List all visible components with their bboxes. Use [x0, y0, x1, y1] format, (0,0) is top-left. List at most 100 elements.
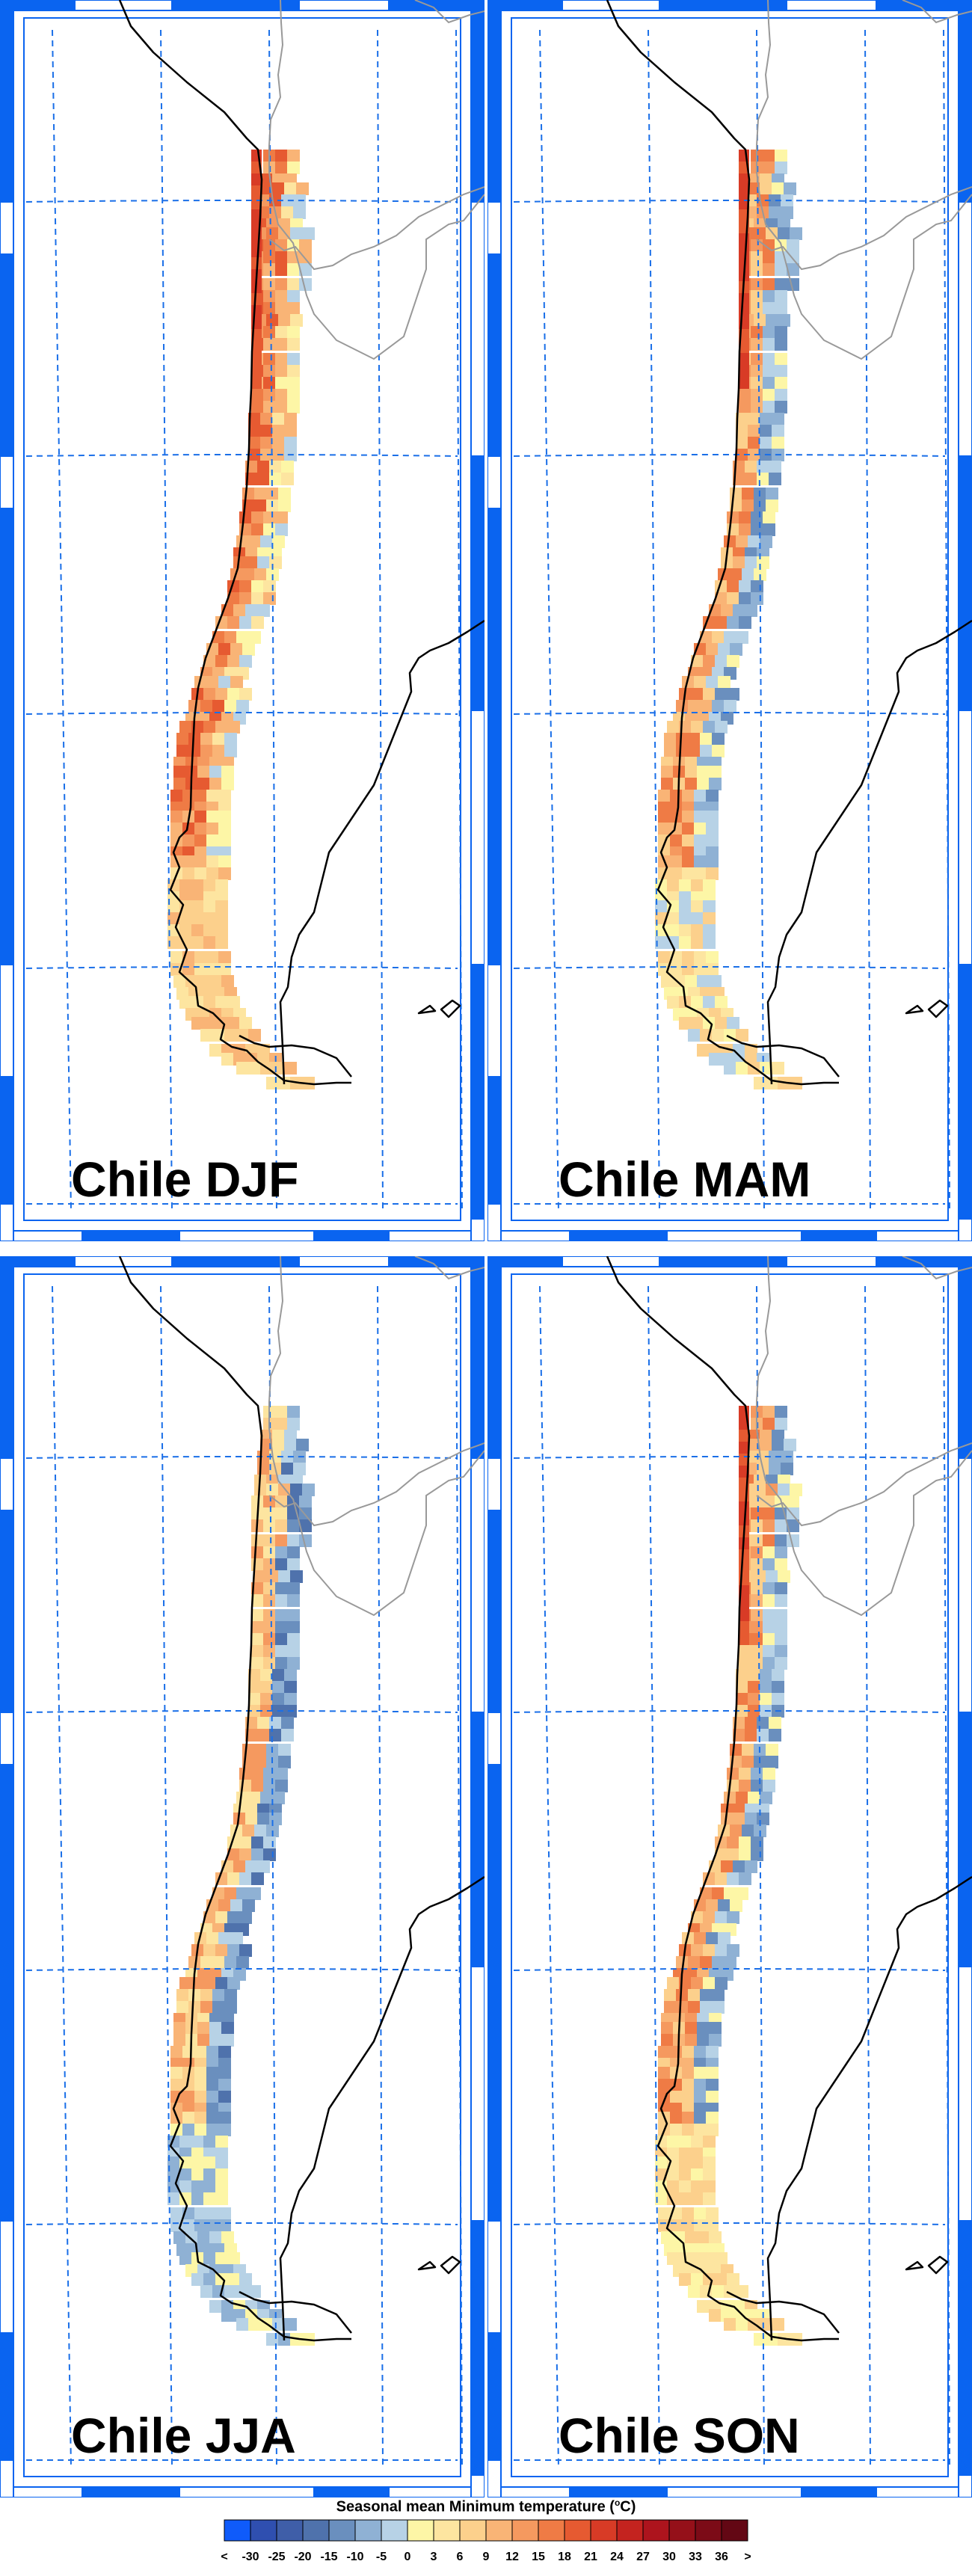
colorbar-legend: Seasonal mean Minimum temperature (oC) <… — [0, 2497, 972, 2572]
frame-right-segment — [470, 1966, 485, 2222]
frame-right-segment — [958, 1218, 972, 1241]
frame-left-segment — [0, 1764, 14, 1964]
colorbar-swatch — [616, 2519, 644, 2542]
colorbar-swatch — [721, 2519, 748, 2542]
map-canvas: Chile SON — [487, 1256, 972, 2497]
colorbar-tick-label: 18 — [558, 2551, 571, 2563]
frame-left-segment — [487, 0, 502, 203]
frame-left-segment — [0, 964, 14, 1078]
coastline — [118, 0, 485, 1086]
country-borders — [268, 0, 485, 360]
frame-left-segment — [487, 1203, 502, 1241]
temperature-field — [167, 1406, 315, 2346]
country-borders — [756, 0, 972, 360]
colorbar-tick-label: 15 — [532, 2551, 545, 2563]
frame-left-segment — [0, 1962, 14, 2222]
colorbar-swatch — [433, 2519, 461, 2542]
frame-right-segment — [958, 455, 972, 711]
frame-right-segment — [958, 1712, 972, 1967]
colorbar-tick-label: 33 — [689, 2551, 702, 2563]
frame-left-segment — [487, 964, 502, 1078]
frame-left-segment — [0, 1076, 14, 1205]
colorbar: < -30 -25 -20 -15 -10 -5 0 3 6 9 12 15 18 21 24 27 30 33 36… — [221, 2519, 751, 2563]
map-panel-mam: Chile MAM — [487, 0, 972, 1241]
colorbar-tick-label: 3 — [431, 2551, 437, 2563]
frame-right-segment — [470, 1457, 485, 1713]
colorbar-tick-label: 21 — [584, 2551, 597, 2563]
coastline — [118, 1256, 485, 2342]
panel-label: Chile DJF — [71, 1152, 298, 1207]
frame-left-segment — [0, 2459, 14, 2497]
frame-left-segment — [487, 1457, 502, 1511]
colorbar-swatch — [250, 2519, 277, 2542]
coastline — [606, 0, 972, 1086]
map-panel-djf: Chile DJF — [0, 0, 485, 1241]
frame-right-segment — [470, 0, 485, 203]
temperature-field — [167, 150, 315, 1089]
frame-left-segment — [487, 2220, 502, 2334]
colorbar-tick-label: -25 — [268, 2551, 285, 2563]
colorbar-swatch — [642, 2519, 670, 2542]
colorbar-tick-label: 0 — [405, 2551, 411, 2563]
map-panel-jja: Chile JJA — [0, 1256, 485, 2497]
panel-label: Chile SON — [559, 2408, 800, 2463]
frame-left-segment — [487, 1076, 502, 1205]
colorbar-swatch — [590, 2519, 618, 2542]
frame-left-segment — [0, 1203, 14, 1241]
frame-left-segment — [487, 706, 502, 965]
map-canvas: Chile JJA — [0, 1256, 485, 2497]
frame-left-segment — [0, 253, 14, 457]
frame-right-segment — [470, 455, 485, 711]
colorbar-swatch — [564, 2519, 591, 2542]
frame-left-segment — [0, 0, 14, 203]
colorbar-tick-label: 27 — [636, 2551, 650, 2563]
frame-left-segment — [0, 1712, 14, 1765]
colorbar-swatch — [328, 2519, 356, 2542]
colorbar-swatch — [224, 2519, 251, 2542]
map-canvas: Chile MAM — [487, 0, 972, 1241]
colorbar-swatch — [302, 2519, 330, 2542]
frame-left-segment — [487, 508, 502, 707]
frame-right-segment — [470, 710, 485, 965]
colorbar-swatch — [276, 2519, 304, 2542]
colorbar-swatch — [407, 2519, 434, 2542]
legend-title-main: Seasonal mean Minimum temperature ( — [336, 2498, 615, 2515]
frame-right-segment — [958, 1966, 972, 2222]
colorbar-tick-label: < — [221, 2551, 227, 2563]
frame-left-segment — [0, 1510, 14, 1713]
country-borders — [268, 1256, 485, 1617]
colorbar-tick-label: 30 — [662, 2551, 676, 2563]
colorbar-tick-label: -30 — [242, 2551, 259, 2563]
frame-left-segment — [487, 201, 502, 255]
graticule — [513, 1285, 950, 2468]
colorbar-tick-label: > — [744, 2551, 751, 2563]
frame-left-segment — [0, 455, 14, 509]
panel-label: Chile JJA — [71, 2408, 296, 2463]
map-panel-son: Chile SON — [487, 1256, 972, 2497]
colorbar-swatch — [538, 2519, 565, 2542]
colorbar-tick-label: -10 — [346, 2551, 363, 2563]
panel-label: Chile MAM — [559, 1152, 810, 1207]
frame-right-segment — [470, 1218, 485, 1241]
colorbar-tick-label: 36 — [715, 2551, 728, 2563]
frame-left-segment — [0, 1256, 14, 1459]
frame-left-segment — [487, 1256, 502, 1459]
frame-right-segment — [470, 1712, 485, 1967]
frame-left-segment — [0, 1457, 14, 1511]
colorbar-tick-label: 6 — [457, 2551, 464, 2563]
colorbar-tick-label: -5 — [376, 2551, 387, 2563]
frame-left-segment — [487, 2332, 502, 2461]
frame-left-segment — [487, 253, 502, 457]
frame-right-segment — [470, 2474, 485, 2497]
graticule — [513, 29, 950, 1212]
colorbar-tick-label: 12 — [505, 2551, 519, 2563]
frame-left-segment — [487, 455, 502, 509]
frame-left-segment — [0, 2332, 14, 2461]
graticule — [25, 1285, 463, 2468]
frame-right-segment — [470, 1256, 485, 1459]
frame-left-segment — [487, 1962, 502, 2222]
frame-left-segment — [487, 1712, 502, 1765]
coastline — [606, 1256, 972, 2342]
colorbar-tick-label: -20 — [294, 2551, 311, 2563]
colorbar-tick-label: -15 — [320, 2551, 337, 2563]
